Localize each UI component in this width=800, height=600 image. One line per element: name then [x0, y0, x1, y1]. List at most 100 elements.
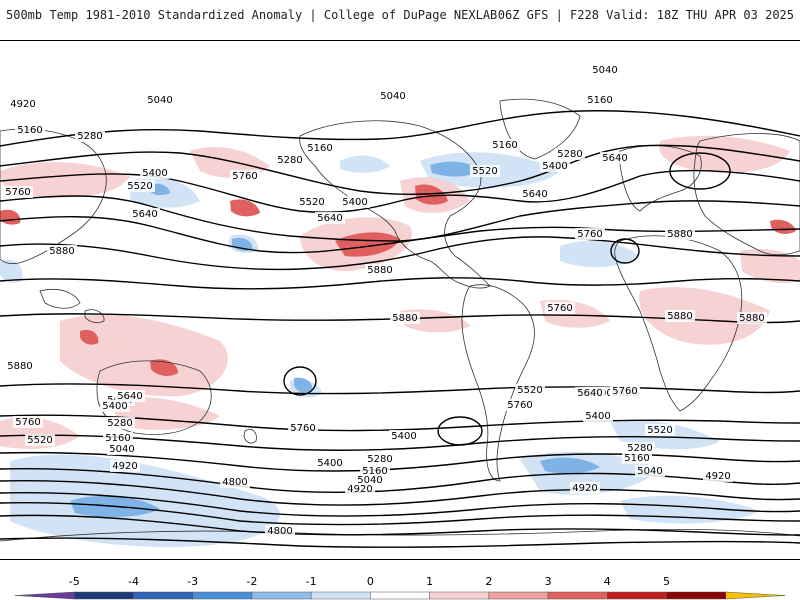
- contour-5040-south: [0, 502, 800, 526]
- colorbar-tick-label: 2: [485, 575, 492, 588]
- contour-label: 5760: [577, 229, 602, 240]
- contour-label: 5040: [357, 475, 382, 486]
- contour-label-background: [5, 360, 35, 372]
- colorbar-svg: -5 -4 -3 -2 -1 0 1 2 3 4 5: [14, 575, 786, 600]
- europe-outline: [619, 145, 702, 212]
- colorbar-swatch: [370, 591, 430, 600]
- south-america-outline: [461, 284, 535, 482]
- contour-label: 5760: [507, 400, 532, 411]
- contour-label-background: [47, 245, 77, 257]
- colorbar: -5 -4 -3 -2 -1 0 1 2 3 4 5: [0, 570, 800, 600]
- contour-label: 5160: [492, 140, 517, 151]
- contour-label-background: [105, 417, 135, 429]
- contour-label: 5640: [522, 189, 547, 200]
- contour-label: 4920: [347, 484, 372, 495]
- contour-label: 4920: [705, 471, 730, 482]
- contour-5880-south: [0, 383, 800, 395]
- closed-low-pacific: [283, 366, 317, 396]
- contour-label-background: [575, 228, 605, 240]
- contour-label: 5520: [472, 166, 497, 177]
- contour-label-background: [737, 312, 767, 324]
- contour-label-background: [665, 228, 695, 240]
- colorbar-swatch: [192, 591, 253, 600]
- contour-label: 5400: [102, 401, 127, 412]
- contour-label-background: [570, 482, 600, 494]
- contour-label-background: [703, 470, 733, 482]
- colorbar-swatch: [14, 591, 75, 600]
- contour-label: 5160: [105, 433, 130, 444]
- contour-label: 5160: [17, 125, 42, 136]
- contour-label: 4920: [572, 483, 597, 494]
- contour-label: 5760: [547, 303, 572, 314]
- contour-label-background: [520, 188, 550, 200]
- colorbar-tick-label: -1: [306, 575, 317, 588]
- colorbar-tick-label: -2: [246, 575, 257, 588]
- contour-label: 5880: [739, 313, 764, 324]
- contour-label: 5640: [317, 213, 342, 224]
- contour-label: 5760: [5, 187, 30, 198]
- contour-5160-north: [0, 144, 800, 195]
- contour-5520-north: [0, 216, 800, 254]
- contour-label: 4920: [112, 461, 137, 472]
- contour-label: 5760: [612, 386, 637, 397]
- colorbar-tick-label: 0: [367, 575, 374, 588]
- colorbar-tick-label: 1: [426, 575, 433, 588]
- closed-low-asia: [669, 152, 731, 190]
- contour-label-background: [515, 384, 545, 396]
- australia-outline: [96, 360, 212, 435]
- contour-label-background: [545, 302, 575, 314]
- contour-label-background: [340, 196, 370, 208]
- contour-label: 5160: [362, 466, 387, 477]
- contour-label-background: [220, 476, 250, 488]
- contour-label-background: [540, 160, 570, 172]
- new-zealand-outline: [243, 428, 257, 444]
- contour-label-background: [378, 90, 408, 102]
- contour-label-background: [600, 152, 630, 164]
- contour-label: 5640: [117, 391, 142, 402]
- contour-label-background: [505, 399, 535, 411]
- contour-label-background: [25, 434, 55, 446]
- contour-5040-north: [0, 110, 800, 147]
- contour-label-background: [297, 196, 327, 208]
- contour-label-background: [107, 443, 137, 455]
- contour-label-background: [645, 424, 675, 436]
- contour-label-background: [8, 98, 38, 110]
- contour-5400-north: [0, 195, 800, 242]
- closed-low-south-pacific: [437, 416, 483, 446]
- contour-label-background: [365, 264, 395, 276]
- closed-low-atlantic: [610, 238, 640, 264]
- contour-label-background: [230, 170, 260, 182]
- contour-label: 5160: [624, 453, 649, 464]
- colorbar-tick-label: 4: [604, 575, 611, 588]
- contour-label-background: [590, 64, 620, 76]
- contour-label: 5880: [392, 313, 417, 324]
- contour-label: 5760: [232, 171, 257, 182]
- contour-5640-south: [0, 434, 800, 451]
- contour-label: 5400: [391, 431, 416, 442]
- contour-label-background: [75, 130, 105, 142]
- contour-label-background: [100, 400, 130, 412]
- contour-label-background: [15, 124, 45, 136]
- contour-label: 5040: [147, 95, 172, 106]
- map-title: 500mb Temp 1981-2010 Standardized Anomal…: [6, 8, 498, 22]
- contour-label: 5520: [647, 425, 672, 436]
- contour-label-background: [145, 94, 175, 106]
- contour-label-background: [470, 165, 500, 177]
- contour-label: 5400: [342, 197, 367, 208]
- contour-label: 5400: [585, 411, 610, 422]
- contour-label-background: [585, 94, 615, 106]
- contour-label: 4800: [267, 526, 292, 537]
- contour-label: 5280: [77, 131, 102, 142]
- contour-label-background: [315, 457, 345, 469]
- contour-label-background: [103, 432, 133, 444]
- contour-4920-south: [0, 514, 800, 536]
- colorbar-tick-label: -3: [187, 575, 198, 588]
- colorbar-swatch: [133, 591, 193, 600]
- colorbar-tick-label: 5: [663, 575, 670, 588]
- antarctica-outline: [0, 528, 800, 542]
- contour-label: 5040: [592, 65, 617, 76]
- contour-label-background: [665, 310, 695, 322]
- colorbar-swatch: [429, 591, 490, 600]
